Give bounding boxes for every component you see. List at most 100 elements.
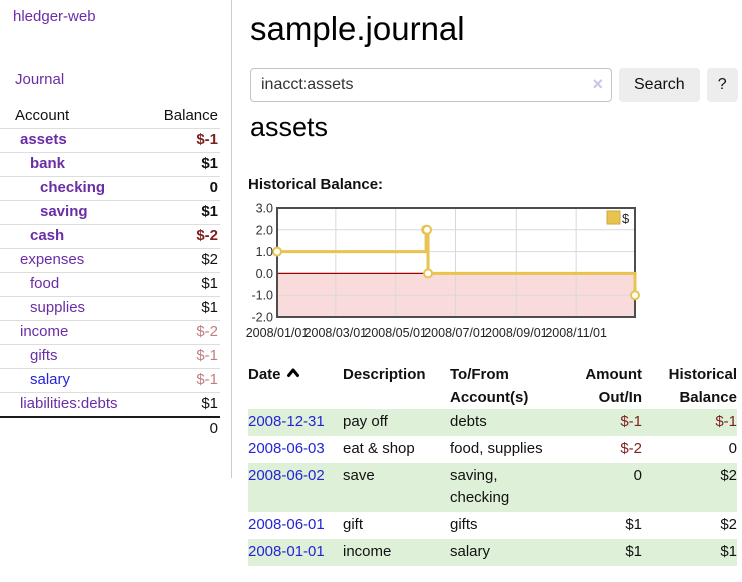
transaction-amount: $1 [625, 516, 642, 533]
account-row: cash $-2 [0, 224, 220, 249]
transaction-balance: 0 [728, 440, 737, 457]
transaction-accounts: debts [450, 413, 487, 430]
svg-text:2008/07/01: 2008/07/01 [424, 326, 487, 340]
account-balance: $1 [201, 395, 218, 412]
transaction-description: income [343, 543, 392, 560]
transaction-date-link[interactable]: 2008-06-03 [248, 440, 325, 457]
page-title: sample.journal [250, 10, 465, 47]
account-row: bank $1 [0, 152, 220, 177]
accounts-column-header: To/From Account(s) [450, 366, 529, 406]
account-link-checking[interactable]: checking [40, 179, 106, 196]
account-link-expenses[interactable]: expenses [20, 251, 85, 268]
accounts-total-value: 0 [209, 420, 218, 437]
transaction-amount: $-2 [620, 440, 642, 457]
svg-text:$: $ [622, 211, 630, 226]
search-button[interactable]: Search [619, 68, 700, 102]
sidebar-item-journal[interactable]: Journal [15, 71, 65, 88]
svg-text:0.0: 0.0 [256, 267, 273, 281]
account-row: food $1 [0, 272, 220, 297]
account-link-bank[interactable]: bank [30, 155, 66, 172]
register-row: 2008-01-01 income salary $1 $1 [248, 539, 737, 566]
accounts-header-row: Account Balance [0, 104, 220, 129]
account-balance: $-2 [196, 323, 218, 340]
transaction-balance: $-1 [715, 413, 737, 430]
transaction-description: pay off [343, 413, 388, 430]
account-link-salary[interactable]: salary [30, 371, 71, 388]
transaction-accounts: saving, checking [450, 467, 510, 506]
account-balance: $-1 [196, 131, 218, 148]
svg-text:3.0: 3.0 [256, 202, 273, 216]
account-balance: $2 [201, 251, 218, 268]
account-row: checking 0 [0, 176, 220, 201]
transaction-description: eat & shop [343, 440, 415, 457]
chart-heading: Historical Balance: [248, 176, 384, 193]
account-link-supplies[interactable]: supplies [30, 299, 86, 316]
svg-text:2008/05/01: 2008/05/01 [364, 326, 427, 340]
sort-ascending-icon [286, 362, 300, 385]
amount-column-header: Amount Out/In [585, 366, 642, 406]
account-row: gifts $-1 [0, 344, 220, 369]
search-input[interactable] [250, 68, 612, 102]
transaction-description: save [343, 467, 375, 484]
clear-search-icon[interactable]: × [592, 74, 603, 94]
svg-text:2008/01/01: 2008/01/01 [246, 326, 309, 340]
svg-text:2.0: 2.0 [256, 223, 273, 237]
transaction-amount: 0 [633, 467, 642, 484]
register-header-row: Date Description To/From Account(s) Amou… [248, 363, 737, 409]
historical-balance-chart: $3.0 2.0 1.0 0.0 -1.0 -2.0 2008/01/01 2008/03/0… [240, 198, 740, 345]
account-row: liabilities:debts $1 [0, 392, 220, 418]
svg-text:1.0: 1.0 [256, 245, 273, 259]
accounts-table: Account Balance assets $-1 bank $1 check… [0, 104, 220, 441]
account-link-assets[interactable]: assets [20, 131, 67, 148]
register-row: 2008-06-03 eat & shop food, supplies $-2… [248, 436, 737, 463]
account-row: supplies $1 [0, 296, 220, 321]
brand-link[interactable]: hledger-web [13, 8, 96, 25]
transaction-date-link[interactable]: 2008-06-01 [248, 516, 325, 533]
account-balance: 0 [209, 179, 218, 196]
balance-column-header: Historical Balance [668, 366, 737, 406]
transaction-accounts: salary [450, 543, 491, 560]
svg-text:-1.0: -1.0 [251, 289, 273, 303]
account-link-food[interactable]: food [30, 275, 60, 292]
transaction-accounts: gifts [450, 516, 478, 533]
sidebar: hledger-web Journal Account Balance asse… [0, 0, 232, 478]
account-balance: $-2 [196, 227, 218, 244]
transaction-balance: $2 [720, 467, 737, 484]
account-balance: $1 [201, 155, 218, 172]
svg-text:2008/11/01: 2008/11/01 [545, 326, 607, 340]
search-bar: × Search ? [250, 68, 738, 102]
transaction-amount: $-1 [620, 413, 642, 430]
account-link-gifts[interactable]: gifts [30, 347, 58, 364]
account-link-liabilities-debts[interactable]: liabilities:debts [20, 395, 118, 412]
account-heading: assets [250, 112, 329, 142]
help-button[interactable]: ? [706, 68, 738, 102]
transaction-date-link[interactable]: 2008-12-31 [248, 413, 325, 430]
svg-text:2008/03/01: 2008/03/01 [305, 326, 368, 340]
account-balance: $1 [201, 203, 218, 220]
account-link-cash[interactable]: cash [30, 227, 65, 244]
transaction-date-link[interactable]: 2008-01-01 [248, 543, 325, 560]
date-column-header[interactable]: Date [248, 363, 343, 409]
transaction-date-link[interactable]: 2008-06-02 [248, 467, 325, 484]
account-row: salary $-1 [0, 368, 220, 393]
account-row: assets $-1 [0, 128, 220, 153]
register-row: 2008-06-01 gift gifts $1 $2 [248, 512, 737, 539]
account-row: income $-2 [0, 320, 220, 345]
account-link-saving[interactable]: saving [40, 203, 88, 220]
register-table: Date Description To/From Account(s) Amou… [248, 363, 737, 566]
balance-column-header: Balance [163, 107, 218, 124]
account-row: saving $1 [0, 200, 220, 225]
transaction-balance: $2 [720, 516, 737, 533]
transaction-description: gift [343, 516, 364, 533]
svg-text:2008/09/01: 2008/09/01 [485, 326, 548, 340]
account-column-header: Account [15, 107, 70, 124]
register-row: 2008-06-02 save saving, checking 0 $2 [248, 463, 737, 512]
transaction-accounts: food, supplies [450, 440, 543, 457]
chart-canvas: $3.0 2.0 1.0 0.0 -1.0 -2.02008/01/012008/03/0… [246, 202, 640, 340]
account-balance: $1 [201, 275, 218, 292]
account-balance: $-1 [196, 371, 218, 388]
svg-text:-2.0: -2.0 [251, 311, 273, 325]
account-link-income[interactable]: income [20, 323, 69, 340]
transaction-amount: $1 [625, 543, 642, 560]
main-content: sample.journal × Search ? assets Histori… [240, 0, 742, 566]
